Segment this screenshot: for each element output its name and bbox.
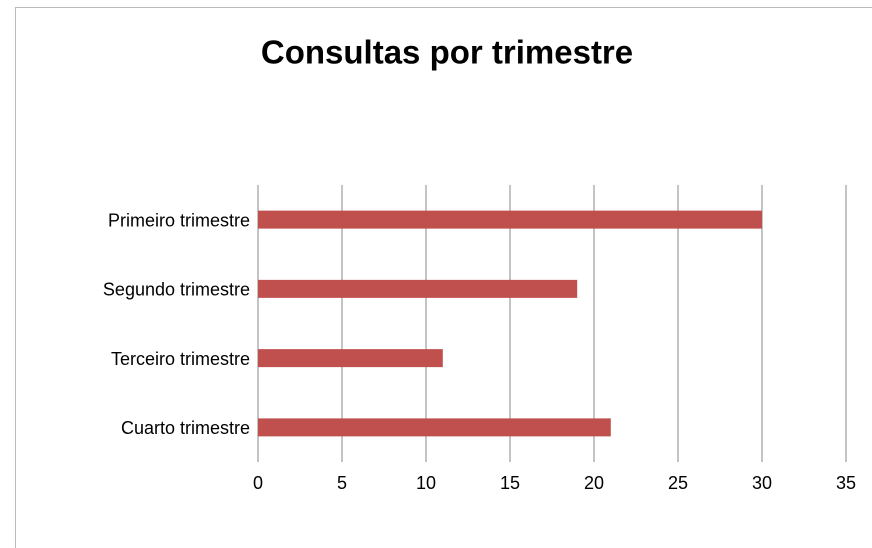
x-tick-label: 10 xyxy=(416,473,436,493)
bar xyxy=(258,418,611,437)
y-tick-label: Segundo trimestre xyxy=(103,280,250,300)
x-tick-label: 25 xyxy=(668,473,688,493)
chart-title: Consultas por trimestre xyxy=(261,34,633,71)
chart-frame xyxy=(15,7,872,548)
bar xyxy=(258,210,762,229)
y-tick-label: Cuarto trimestre xyxy=(121,418,250,438)
bar xyxy=(258,279,578,298)
x-tick-label: 30 xyxy=(752,473,772,493)
y-tick-label: Terceiro trimestre xyxy=(111,349,250,369)
bar xyxy=(258,349,443,368)
x-tick-label: 5 xyxy=(337,473,347,493)
x-tick-label: 0 xyxy=(253,473,263,493)
x-tick-label: 35 xyxy=(836,473,856,493)
x-tick-label: 15 xyxy=(500,473,520,493)
x-tick-label: 20 xyxy=(584,473,604,493)
y-tick-label: Primeiro trimestre xyxy=(108,210,250,230)
